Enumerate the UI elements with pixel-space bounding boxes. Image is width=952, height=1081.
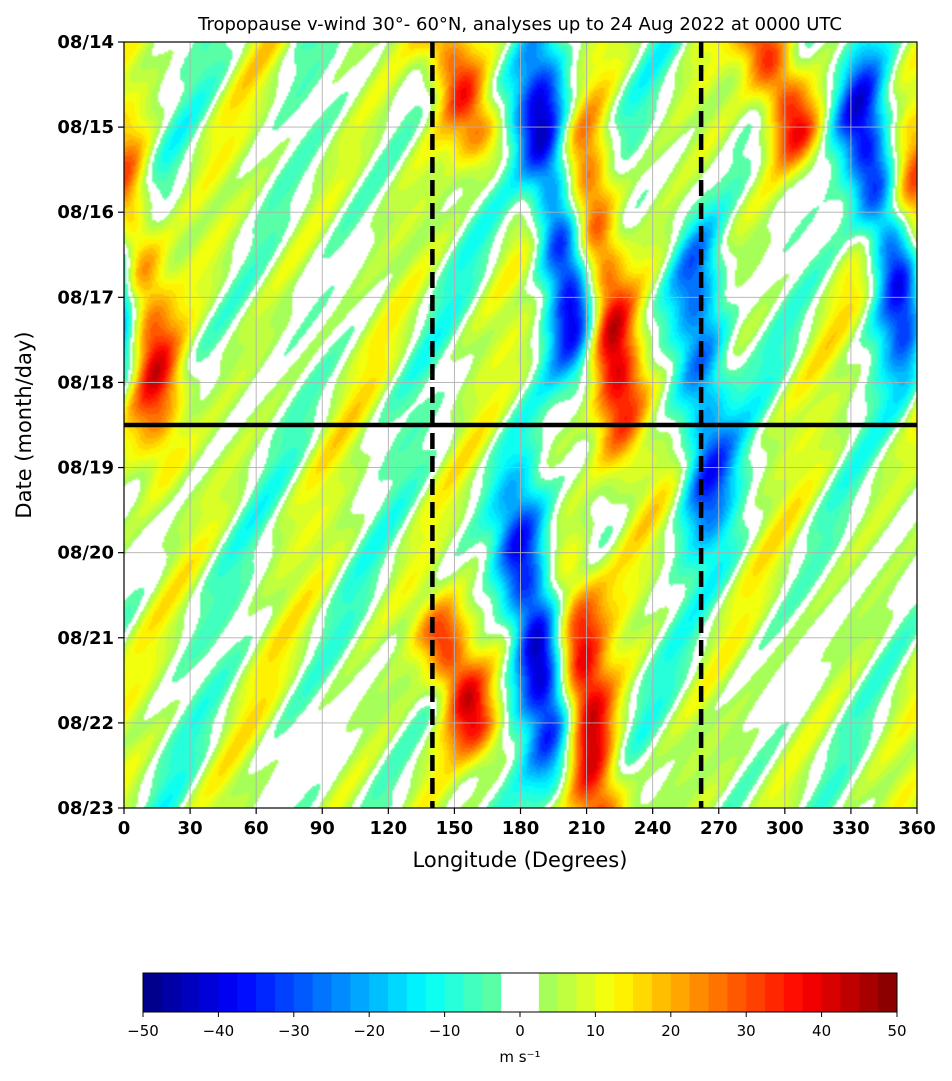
colorbar-tick-label: 0 <box>515 1022 525 1040</box>
colorbar-tick-label: 50 <box>887 1022 906 1040</box>
x-tick-label: 360 <box>898 818 936 839</box>
colorbar-bin <box>576 973 596 1012</box>
colorbar-unit-label: m s⁻¹ <box>499 1048 540 1066</box>
colorbar-bin <box>633 973 653 1012</box>
colorbar-bin <box>199 973 219 1012</box>
x-tick-label: 30 <box>178 818 203 839</box>
colorbar-tick-label: 40 <box>812 1022 831 1040</box>
y-axis-label: Date (month/day) <box>12 331 36 518</box>
x-tick-label: 150 <box>436 818 474 839</box>
colorbar-bin <box>595 973 615 1012</box>
colorbar-bin <box>463 973 483 1012</box>
x-tick-label: 0 <box>118 818 131 839</box>
x-tick-label: 270 <box>700 818 738 839</box>
colorbar-bin <box>727 973 747 1012</box>
colorbar-bin <box>143 973 163 1012</box>
colorbar-bin <box>614 973 634 1012</box>
colorbar-bin <box>501 973 521 1012</box>
y-axis: 08/14 08/15 08/16 08/17 08/18 08/19 08/20 08/21… <box>57 32 124 819</box>
colorbar-tick-label: 10 <box>586 1022 605 1040</box>
colorbar-tick-label: −20 <box>353 1022 385 1040</box>
y-tick-label: 08/20 <box>57 543 114 564</box>
colorbar-bin <box>331 973 351 1012</box>
x-tick-label: 60 <box>244 818 269 839</box>
x-tick-label: 180 <box>502 818 540 839</box>
chart-title: Tropopause v-wind 30°- 60°N, analyses up… <box>197 14 842 35</box>
y-tick-label: 08/14 <box>57 32 114 53</box>
colorbar-bin <box>557 973 577 1012</box>
colorbar-bin <box>859 973 879 1012</box>
colorbar-bin <box>765 973 785 1012</box>
colorbar-bin <box>821 973 841 1012</box>
colorbar-bin <box>161 973 182 1012</box>
colorbar-bin <box>237 973 257 1012</box>
colorbar-bin <box>689 973 709 1012</box>
colorbar-bin <box>425 973 445 1012</box>
y-tick-label: 08/18 <box>57 372 114 393</box>
colorbar-bin <box>670 973 691 1012</box>
x-tick-label: 330 <box>832 818 870 839</box>
x-tick-label: 90 <box>310 818 335 839</box>
colorbar-bin <box>651 973 672 1012</box>
y-tick-label: 08/16 <box>57 202 114 223</box>
x-tick-label: 120 <box>370 818 408 839</box>
x-tick-label: 300 <box>766 818 804 839</box>
colorbar-tick-label: −30 <box>278 1022 310 1040</box>
colorbar-bin <box>538 973 559 1012</box>
colorbar-bin <box>274 973 295 1012</box>
y-tick-label: 08/17 <box>57 287 114 308</box>
colorbar-tick-label: −10 <box>429 1022 461 1040</box>
colorbar-tick-label: −40 <box>203 1022 235 1040</box>
reference-lines <box>124 42 917 808</box>
colorbar-bin <box>369 973 389 1012</box>
colorbar-bin <box>802 973 822 1012</box>
y-tick-label: 08/19 <box>57 458 114 479</box>
y-tick-label: 08/23 <box>57 798 114 819</box>
colorbar-bin <box>256 973 276 1012</box>
colorbar: −50 −40 −30 −20 −10 0 10 20 30 40 50 <box>127 972 907 1040</box>
colorbar-bin <box>350 973 370 1012</box>
colorbar-bin <box>444 973 464 1012</box>
colorbar-tick-label: 20 <box>661 1022 680 1040</box>
x-tick-label: 210 <box>568 818 606 839</box>
colorbar-bin <box>746 973 766 1012</box>
colorbar-bin <box>180 973 200 1012</box>
colorbar-bin <box>218 973 238 1012</box>
colorbar-bin <box>388 973 408 1012</box>
colorbar-bin <box>878 973 898 1012</box>
colorbar-bin <box>482 973 502 1012</box>
colorbar-bin <box>520 973 540 1012</box>
colorbar-tick-label: 30 <box>737 1022 756 1040</box>
colorbar-bin <box>708 973 728 1012</box>
x-tick-label: 240 <box>634 818 672 839</box>
colorbar-bin <box>406 973 427 1012</box>
colorbar-bin <box>293 973 314 1012</box>
colorbar-tick-label: −50 <box>127 1022 159 1040</box>
x-axis: 0 30 60 90 120 150 180 210 240 270 300 330 360 <box>118 808 936 839</box>
colorbar-bin <box>783 973 804 1012</box>
y-tick-label: 08/15 <box>57 117 114 138</box>
plot-area <box>124 42 917 808</box>
y-tick-label: 08/22 <box>57 713 114 734</box>
colorbar-bin <box>840 973 860 1012</box>
colorbar-bin <box>312 973 332 1012</box>
x-axis-label: Longitude (Degrees) <box>413 848 628 872</box>
y-tick-label: 08/21 <box>57 628 114 649</box>
